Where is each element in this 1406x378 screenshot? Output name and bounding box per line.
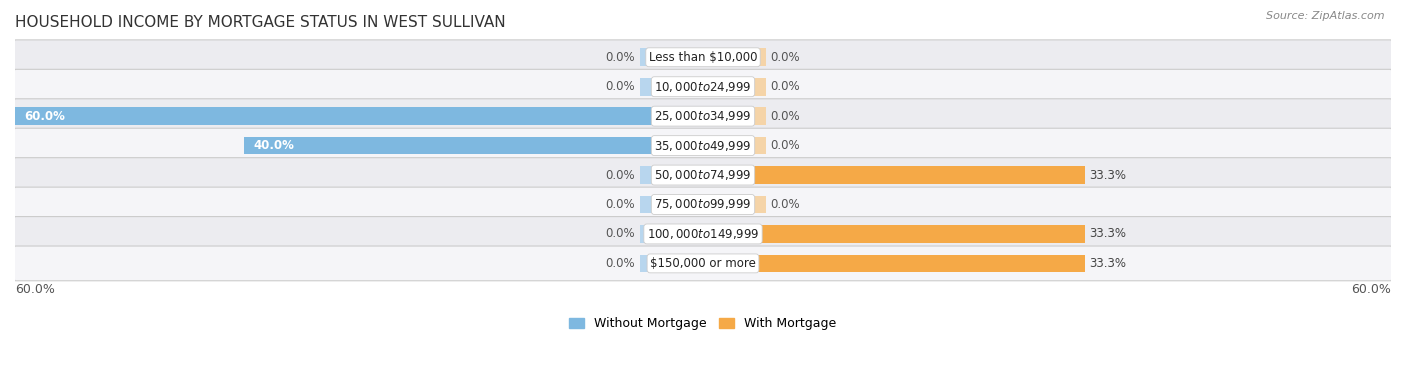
Text: 60.0%: 60.0% bbox=[1351, 282, 1391, 296]
Text: 0.0%: 0.0% bbox=[606, 198, 636, 211]
Text: 33.3%: 33.3% bbox=[1090, 169, 1126, 181]
Text: 0.0%: 0.0% bbox=[770, 110, 800, 122]
Bar bbox=[703, 48, 766, 66]
Text: $150,000 or more: $150,000 or more bbox=[650, 257, 756, 270]
Bar bbox=[640, 196, 703, 213]
Bar bbox=[640, 225, 703, 243]
Text: 60.0%: 60.0% bbox=[15, 282, 55, 296]
FancyBboxPatch shape bbox=[14, 246, 1392, 281]
Text: 0.0%: 0.0% bbox=[770, 80, 800, 93]
Bar bbox=[703, 225, 1085, 243]
Text: $75,000 to $99,999: $75,000 to $99,999 bbox=[654, 197, 752, 212]
Bar bbox=[15, 107, 703, 125]
Bar bbox=[703, 107, 766, 125]
Text: $10,000 to $24,999: $10,000 to $24,999 bbox=[654, 80, 752, 94]
Bar bbox=[703, 166, 1085, 184]
Text: Less than $10,000: Less than $10,000 bbox=[648, 51, 758, 64]
Legend: Without Mortgage, With Mortgage: Without Mortgage, With Mortgage bbox=[569, 317, 837, 330]
Text: 0.0%: 0.0% bbox=[606, 257, 636, 270]
Text: 60.0%: 60.0% bbox=[24, 110, 65, 122]
Bar bbox=[640, 166, 703, 184]
Text: Source: ZipAtlas.com: Source: ZipAtlas.com bbox=[1267, 11, 1385, 21]
Bar bbox=[703, 137, 766, 155]
FancyBboxPatch shape bbox=[14, 217, 1392, 251]
Text: 33.3%: 33.3% bbox=[1090, 228, 1126, 240]
Bar bbox=[703, 78, 766, 96]
Text: 0.0%: 0.0% bbox=[770, 139, 800, 152]
Text: HOUSEHOLD INCOME BY MORTGAGE STATUS IN WEST SULLIVAN: HOUSEHOLD INCOME BY MORTGAGE STATUS IN W… bbox=[15, 15, 506, 30]
Text: 0.0%: 0.0% bbox=[606, 51, 636, 64]
Text: 40.0%: 40.0% bbox=[253, 139, 294, 152]
FancyBboxPatch shape bbox=[14, 40, 1392, 74]
Text: $50,000 to $74,999: $50,000 to $74,999 bbox=[654, 168, 752, 182]
Text: 0.0%: 0.0% bbox=[606, 80, 636, 93]
Text: $35,000 to $49,999: $35,000 to $49,999 bbox=[654, 139, 752, 153]
Bar bbox=[703, 196, 766, 213]
Text: 33.3%: 33.3% bbox=[1090, 257, 1126, 270]
Text: 0.0%: 0.0% bbox=[606, 169, 636, 181]
Text: $25,000 to $34,999: $25,000 to $34,999 bbox=[654, 109, 752, 123]
Bar bbox=[640, 254, 703, 272]
Text: 0.0%: 0.0% bbox=[606, 228, 636, 240]
Text: 0.0%: 0.0% bbox=[770, 51, 800, 64]
FancyBboxPatch shape bbox=[14, 187, 1392, 222]
Text: 0.0%: 0.0% bbox=[770, 198, 800, 211]
Text: $100,000 to $149,999: $100,000 to $149,999 bbox=[647, 227, 759, 241]
FancyBboxPatch shape bbox=[14, 158, 1392, 192]
Bar bbox=[245, 137, 703, 155]
Bar bbox=[640, 48, 703, 66]
FancyBboxPatch shape bbox=[14, 69, 1392, 104]
FancyBboxPatch shape bbox=[14, 99, 1392, 133]
FancyBboxPatch shape bbox=[14, 128, 1392, 163]
Bar bbox=[640, 78, 703, 96]
Bar bbox=[703, 254, 1085, 272]
